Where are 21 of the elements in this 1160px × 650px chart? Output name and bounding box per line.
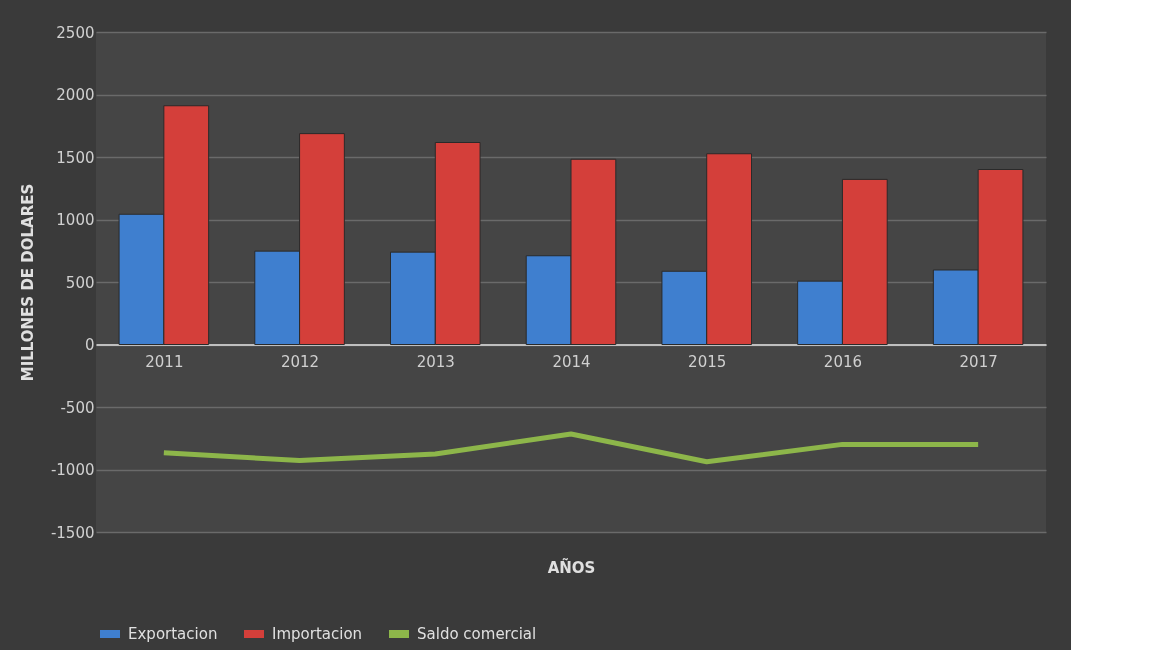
y-tick-label: -1000 [50, 461, 95, 479]
x-tick-label: 2011 [145, 353, 184, 371]
y-tick-label: -500 [60, 398, 95, 417]
x-tick-label: 2012 [280, 353, 320, 371]
y-tick-label: 1000 [56, 211, 95, 229]
y-tick-label: 1500 [56, 148, 95, 167]
y-tick-label: 500 [65, 273, 95, 292]
x-axis-title: AÑOS [547, 557, 596, 577]
y-tick-label: -1500 [50, 523, 95, 542]
x-tick-label: 2015 [688, 353, 727, 371]
x-tick-label: 2014 [552, 353, 591, 371]
x-tick-label: 2016 [823, 353, 863, 371]
legend-label: Importacion [272, 625, 363, 643]
y-axis-title: MILLONES DE DOLARES [18, 183, 37, 382]
legend-label: Saldo comercial [417, 625, 537, 643]
y-tick-label: 2500 [56, 23, 95, 42]
y-tick-label: 0 [84, 336, 95, 354]
legend-label: Exportacion [128, 625, 218, 643]
x-tick-label: 2013 [416, 353, 455, 371]
y-tick-label: 2000 [56, 86, 95, 104]
x-tick-label: 2017 [959, 353, 998, 371]
